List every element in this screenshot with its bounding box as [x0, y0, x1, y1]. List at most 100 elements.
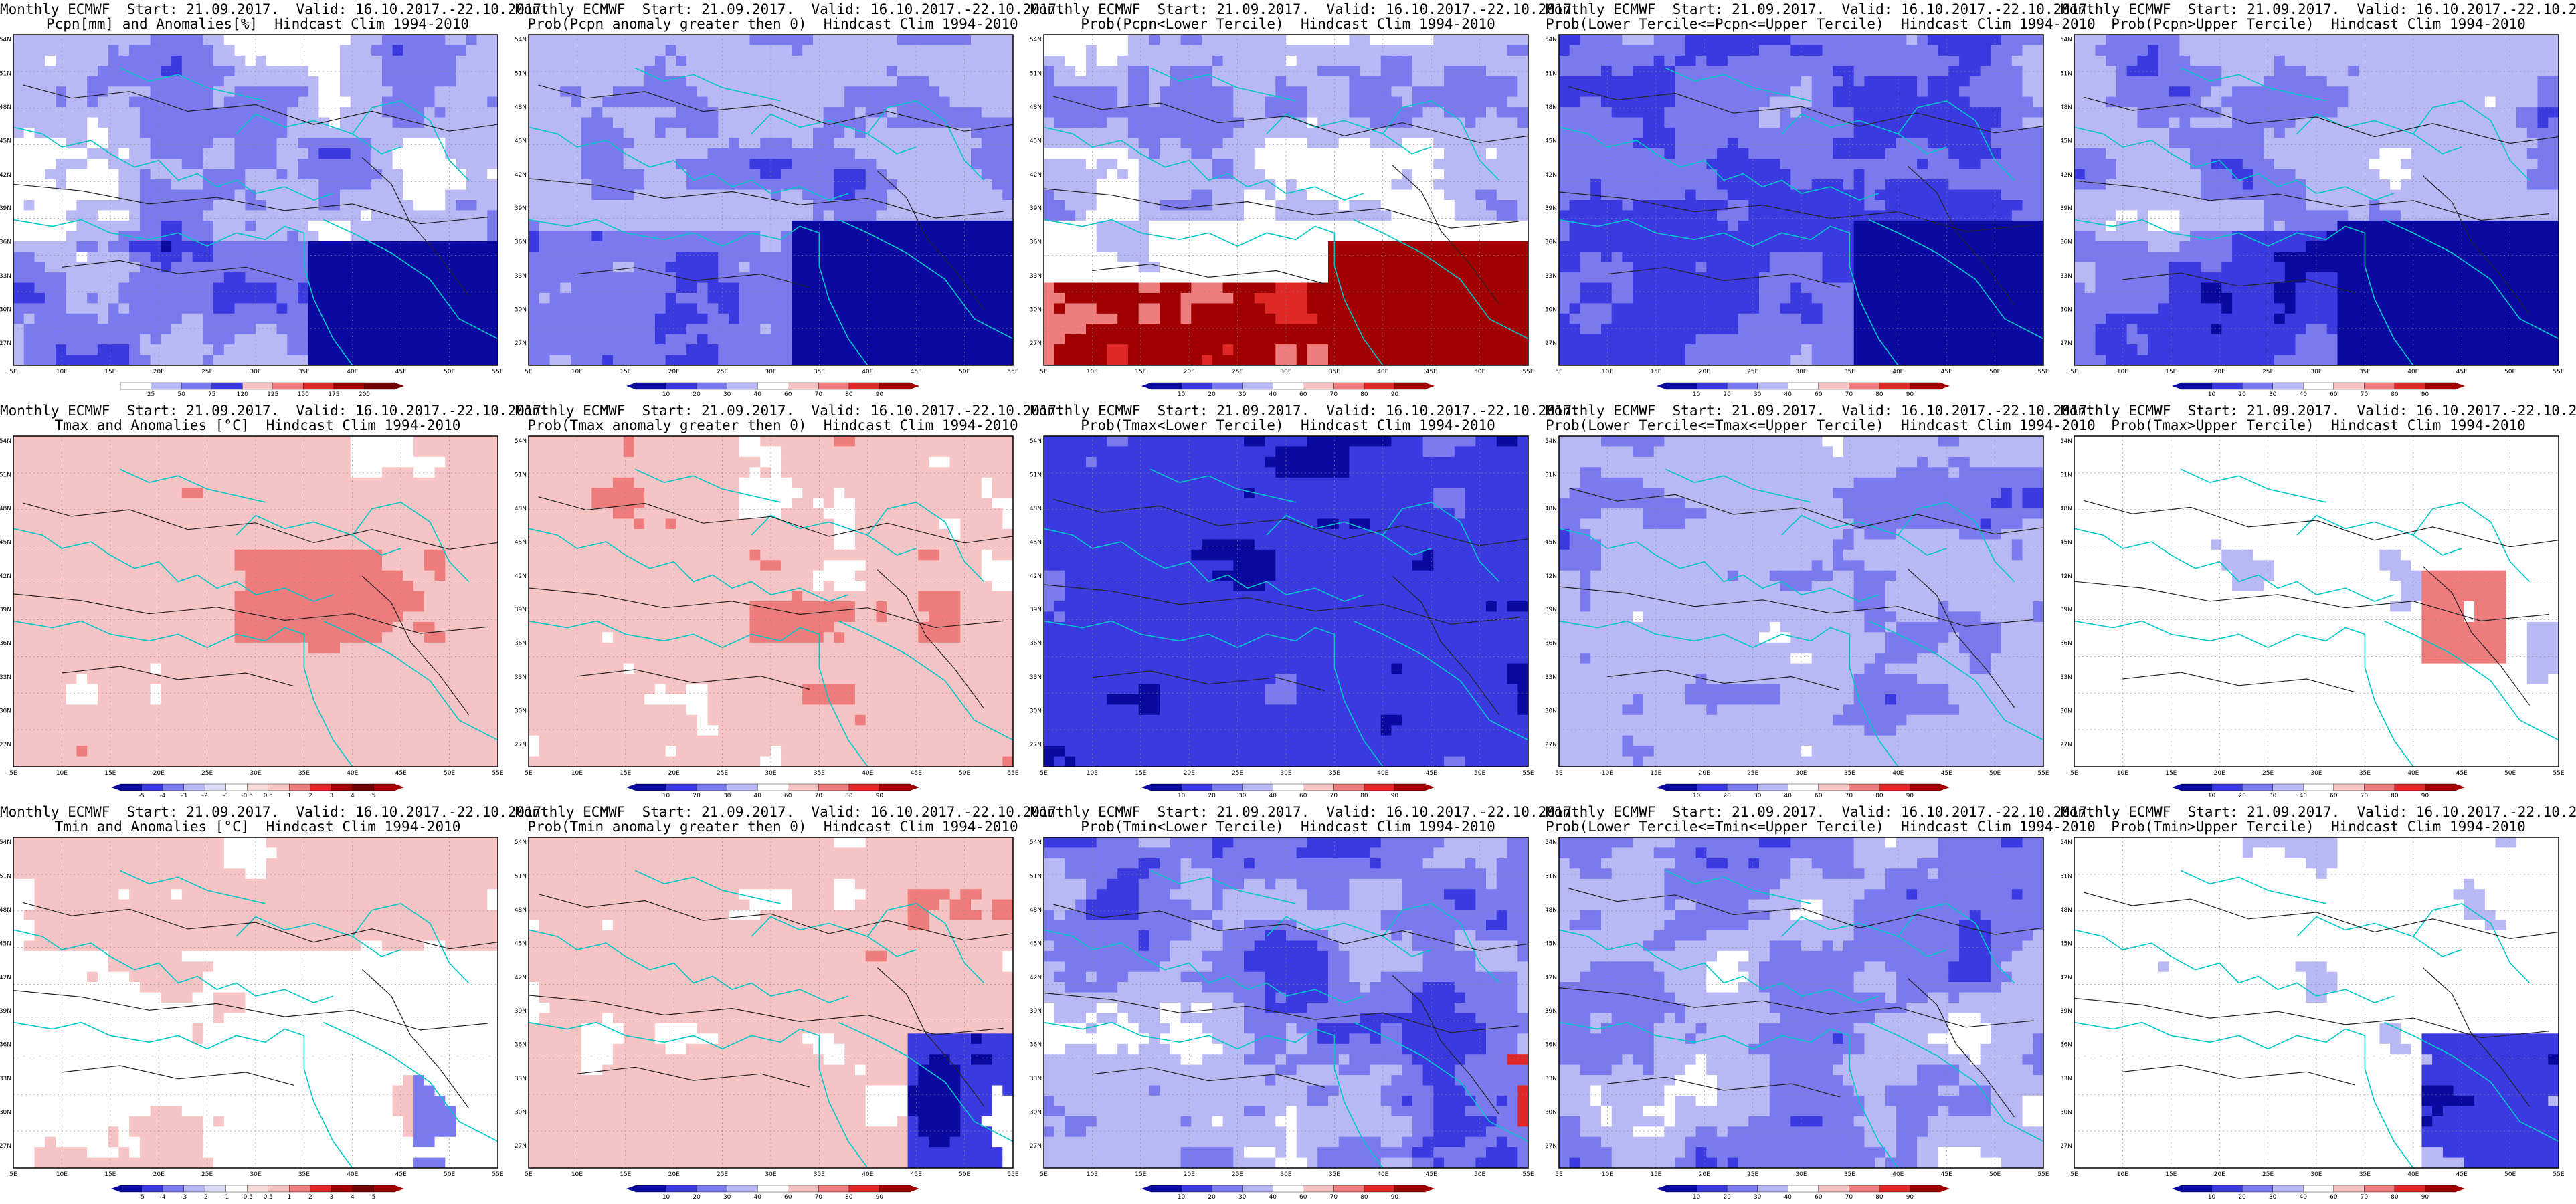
- lat-tick-label: 48N: [0, 907, 11, 914]
- colorbar-swatch: [1757, 1185, 1788, 1193]
- shaded-field: [2074, 837, 2559, 1168]
- panel-title-line2: Prob(Tmax>Upper Tercile) Hindcast Clim 1…: [2061, 417, 2576, 433]
- lon-tick-label: 5E: [525, 770, 533, 777]
- colorbar-swatch: [120, 783, 143, 791]
- colorbar-swatch: [757, 1185, 789, 1193]
- shaded-field: [529, 436, 1013, 767]
- map-panel: Monthly ECMWF Start: 21.09.2017. Valid: …: [2061, 0, 2576, 401]
- lon-tick-label: 55E: [1007, 369, 1018, 375]
- lat-tick-label: 45N: [2061, 539, 2072, 546]
- map-frame: [1043, 837, 1529, 1169]
- colorbar-swatch: [181, 382, 213, 390]
- contour-line: [1568, 86, 2043, 134]
- coastline: [1149, 870, 1296, 904]
- coastline: [529, 219, 820, 247]
- lat-tick-label: 42N: [0, 172, 11, 179]
- colorbar-arrow-right: [1940, 383, 1950, 389]
- contour-line: [2074, 180, 2549, 221]
- lon-tick-label: 15E: [620, 369, 631, 375]
- lon-tick-label: 55E: [492, 770, 503, 777]
- lon-tick-label: 50E: [2504, 369, 2516, 375]
- lon-tick-label: 55E: [1522, 770, 1534, 777]
- lat-tick-label: 51N: [1546, 70, 1557, 77]
- lon-tick-label: 15E: [2165, 369, 2177, 375]
- lat-tick-label: 30N: [0, 708, 11, 715]
- colorbar-swatch: [1665, 1185, 1697, 1193]
- coastline: [867, 902, 985, 983]
- lon-tick-label: 15E: [1650, 369, 1661, 375]
- colorbar-tick-label: -3: [181, 793, 187, 799]
- coastline: [1044, 620, 1335, 649]
- colorbar-swatch: [848, 1185, 881, 1193]
- lon-tick-label: 40E: [862, 770, 873, 777]
- contour-line: [62, 666, 295, 687]
- colorbar-tick-label: 4: [351, 1194, 355, 1201]
- lon-tick-label: 50E: [959, 1171, 970, 1178]
- colorbar-tick-label: 40: [2299, 1194, 2307, 1201]
- panel-title-line2: Prob(Tmax anomaly greater then 0) Hindca…: [515, 417, 1030, 433]
- panel-title-line1: Monthly ECMWF Start: 21.09.2017. Valid: …: [1030, 403, 1580, 419]
- colorbar-swatch: [272, 382, 304, 390]
- lon-tick-label: 40E: [862, 369, 873, 375]
- colorbar-swatch: [1394, 1185, 1426, 1193]
- panel-title-line1: Monthly ECMWF Start: 21.09.2017. Valid: …: [0, 403, 550, 419]
- map-frame: [1043, 435, 1529, 767]
- contour-line: [361, 157, 470, 297]
- coastline: [303, 634, 353, 767]
- colorbar-arrow-left: [2172, 1185, 2181, 1192]
- lon-tick-label: 15E: [2165, 770, 2177, 777]
- contour-line: [13, 990, 488, 1031]
- lon-tick-label: 10E: [1087, 369, 1098, 375]
- colorbar-swatch: [289, 783, 311, 791]
- lat-tick-label: 42N: [0, 975, 11, 981]
- lon-tick-label: 50E: [444, 770, 455, 777]
- colorbar-swatch: [120, 1185, 143, 1193]
- colorbar-tick-label: 90: [2421, 391, 2429, 398]
- contour-line: [577, 1066, 810, 1088]
- colorbar-tick-label: 20: [693, 793, 701, 799]
- map-frame: [528, 435, 1014, 767]
- colorbar-tick-label: 0.5: [264, 793, 273, 799]
- colorbar-swatch: [2425, 783, 2456, 791]
- lat-tick-label: 27N: [0, 1143, 11, 1150]
- colorbar-tick-label: 80: [1875, 391, 1883, 398]
- colorbar-tick-label: 80: [845, 1194, 853, 1201]
- colorbar-arrow-right: [1425, 784, 1435, 791]
- panel-title-line2: Prob(Lower Tercile<=Tmax<=Upper Tercile)…: [1546, 417, 2096, 433]
- lat-tick-label: 42N: [2061, 573, 2072, 580]
- colorbar-swatch: [151, 382, 182, 390]
- colorbar-tick-label: 80: [2391, 1194, 2399, 1201]
- colorbar-swatch: [1273, 783, 1304, 791]
- colorbar-arrow-right: [1940, 784, 1950, 791]
- colorbar-tick-label: -2: [202, 1194, 208, 1201]
- coastline: [1898, 100, 2015, 181]
- colorbar-swatch: [1242, 382, 1273, 390]
- colorbar-swatch: [268, 1185, 290, 1193]
- map-field: 54N 51N 48N 45N 42N 39N 36N 33N 30N 27N 5E 10E 15E 20…: [1030, 34, 1534, 375]
- colorbar-swatch: [1333, 1185, 1365, 1193]
- lon-tick-label: 55E: [2553, 1171, 2564, 1178]
- coastline: [634, 870, 781, 904]
- colorbar-swatch: [2241, 1185, 2274, 1193]
- lon-tick-label: 55E: [2037, 770, 2049, 777]
- coastline: [1559, 528, 1879, 602]
- lat-tick-label: 48N: [515, 104, 527, 111]
- coastline: [1869, 219, 2043, 340]
- colorbar-swatch: [1757, 382, 1788, 390]
- lon-tick-label: 5E: [9, 369, 17, 375]
- lat-tick-label: 39N: [1546, 205, 1557, 212]
- lon-tick-label: 35E: [2359, 369, 2371, 375]
- lon-tick-label: 35E: [298, 369, 310, 375]
- colorbar-swatch: [727, 1185, 758, 1193]
- colorbar-tick-label: 25: [147, 391, 155, 398]
- lat-tick-label: 45N: [1030, 138, 1042, 144]
- colorbar-tick-label: 70: [1330, 793, 1338, 799]
- contour-line: [1092, 1067, 1325, 1088]
- colorbar-tick-label: -0.5: [241, 793, 253, 799]
- coastline: [2180, 870, 2326, 904]
- panel-title-line2: Prob(Pcpn anomaly greater then 0) Hindca…: [515, 16, 1030, 32]
- map-field: 54N 51N 48N 45N 42N 39N 36N 33N 30N 27N 5E 10E 15E 20…: [2061, 34, 2565, 375]
- lat-tick-label: 51N: [1030, 70, 1042, 77]
- lon-tick-label: 5E: [1555, 1171, 1563, 1178]
- lon-tick-label: 50E: [959, 369, 970, 375]
